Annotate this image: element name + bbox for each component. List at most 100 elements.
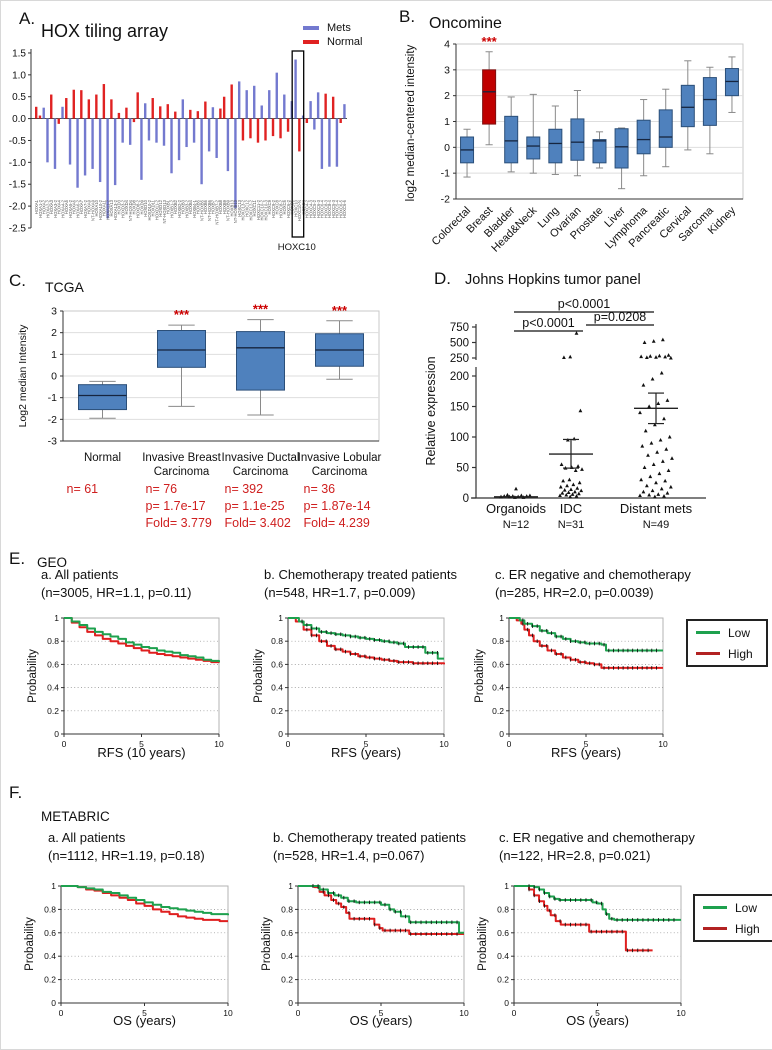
svg-text:0: 0 bbox=[444, 142, 450, 154]
svg-text:Organoids: Organoids bbox=[486, 501, 546, 516]
svg-text:HOXA3: HOXA3 bbox=[49, 199, 54, 214]
panel-b: B. Oncomine log2 median-centered intensi… bbox=[391, 1, 772, 269]
mets-legend-label: Mets bbox=[327, 22, 351, 34]
svg-text:10: 10 bbox=[214, 739, 224, 749]
svg-text:0.4: 0.4 bbox=[281, 951, 293, 961]
svg-text:0: 0 bbox=[51, 998, 56, 1008]
svg-text:HOXB13: HOXB13 bbox=[229, 199, 234, 216]
svg-text:0: 0 bbox=[499, 729, 504, 739]
svg-text:3: 3 bbox=[444, 64, 450, 76]
svg-text:-2: -2 bbox=[441, 194, 450, 206]
svg-text:HOXA9: HOXA9 bbox=[87, 199, 92, 214]
svg-text:***: *** bbox=[332, 303, 348, 318]
svg-text:N=12: N=12 bbox=[503, 519, 530, 531]
svg-text:Fold= 3.402: Fold= 3.402 bbox=[225, 516, 291, 530]
hox-tiling-array-chart: 1.51.00.50.0-0.5-1.0-1.5-2.0-2.5HOXA1HOX… bbox=[9, 48, 347, 253]
svg-text:5: 5 bbox=[379, 1008, 384, 1018]
svg-text:Invasive Ductal: Invasive Ductal bbox=[222, 452, 300, 464]
geo-legend: Low High bbox=[686, 619, 768, 667]
svg-text:Normal: Normal bbox=[84, 452, 121, 464]
svg-text:HOXC6-5: HOXC6-5 bbox=[338, 199, 343, 218]
svg-text:HOXC4-3: HOXC4-3 bbox=[308, 199, 313, 218]
svg-text:HOXC11-2: HOXC11-2 bbox=[256, 199, 261, 220]
svg-text:HOXB5: HOXB5 bbox=[196, 199, 201, 214]
svg-text:HOXA3-2: HOXA3-2 bbox=[53, 199, 58, 218]
svg-text:p<0.0001: p<0.0001 bbox=[522, 316, 575, 330]
svg-text:0: 0 bbox=[296, 1008, 301, 1018]
svg-text:0.2: 0.2 bbox=[271, 706, 283, 716]
high-legend-label: High bbox=[735, 921, 760, 936]
low-legend-swatch bbox=[696, 631, 720, 634]
svg-text:n= 392: n= 392 bbox=[225, 482, 264, 496]
svg-text:HOXD12: HOXD12 bbox=[158, 199, 163, 216]
svg-text:HOXA4-2: HOXA4-2 bbox=[60, 199, 65, 218]
svg-text:N=49: N=49 bbox=[643, 519, 670, 531]
svg-text:1: 1 bbox=[54, 613, 59, 623]
legend-row-normal: Normal bbox=[303, 36, 362, 48]
svg-text:HOXD11: HOXD11 bbox=[151, 199, 156, 216]
panel-e-heading: GEO bbox=[37, 555, 68, 570]
svg-text:HOXC6-4: HOXC6-4 bbox=[320, 199, 325, 218]
svg-text:HOXA10-2: HOXA10-2 bbox=[98, 199, 103, 220]
svg-text:0: 0 bbox=[59, 1008, 64, 1018]
svg-text:HOXB3-2: HOXB3-2 bbox=[184, 199, 189, 218]
svg-text:5: 5 bbox=[364, 739, 369, 749]
svg-text:HOXA2-2: HOXA2-2 bbox=[45, 199, 50, 218]
svg-text:HOXC10-3: HOXC10-3 bbox=[263, 199, 268, 220]
oncomine-boxplot: 43210-1-2Colorectal***BreastBladderHead&… bbox=[430, 34, 744, 255]
svg-text:n= 36: n= 36 bbox=[304, 482, 336, 496]
svg-text:10: 10 bbox=[658, 739, 668, 749]
svg-text:0.2: 0.2 bbox=[492, 706, 504, 716]
svg-text:10: 10 bbox=[223, 1008, 233, 1018]
svg-text:HOXB1-2: HOXB1-2 bbox=[169, 199, 174, 218]
svg-text:0.8: 0.8 bbox=[281, 904, 293, 914]
low-legend-label: Low bbox=[735, 900, 758, 915]
svg-text:0: 0 bbox=[507, 739, 512, 749]
tumor-panel-scatter: 0 50 100 150 200 250 500 750 Organoids N=12 IDC N=3… bbox=[450, 297, 706, 531]
svg-text:HOXC10-2: HOXC10-2 bbox=[260, 199, 265, 220]
svg-text:HOXA5: HOXA5 bbox=[64, 199, 69, 214]
svg-text:2: 2 bbox=[444, 90, 450, 102]
svg-text:4: 4 bbox=[444, 39, 450, 51]
svg-text:0.2: 0.2 bbox=[47, 706, 59, 716]
svg-text:HOXB3: HOXB3 bbox=[181, 199, 186, 214]
svg-text:0.6: 0.6 bbox=[281, 928, 293, 938]
svg-text:HOXA10: HOXA10 bbox=[94, 199, 99, 216]
svg-text:1: 1 bbox=[278, 613, 283, 623]
geo-a-xlabel: RFS (10 years) bbox=[97, 745, 186, 760]
svg-text:2: 2 bbox=[51, 327, 57, 339]
svg-text:Distant mets: Distant mets bbox=[620, 501, 693, 516]
svg-text:3: 3 bbox=[51, 306, 57, 318]
svg-text:p= 1.87e-14: p= 1.87e-14 bbox=[304, 499, 371, 513]
svg-text:0.2: 0.2 bbox=[497, 975, 509, 985]
svg-text:10: 10 bbox=[439, 739, 449, 749]
panel-e-letter: E. bbox=[9, 549, 26, 568]
panel-a-letter: A. bbox=[19, 9, 36, 28]
svg-text:10: 10 bbox=[676, 1008, 686, 1018]
tcga-boxplot: 3 2 1 0 -1 -2 -3 Normal n= 61 *** Invasive Breast C… bbox=[48, 302, 382, 530]
svg-text:5: 5 bbox=[595, 1008, 600, 1018]
svg-text:0.8: 0.8 bbox=[44, 904, 56, 914]
svg-text:0.8: 0.8 bbox=[47, 636, 59, 646]
svg-text:NT-HOXD13: NT-HOXD13 bbox=[162, 199, 167, 223]
svg-text:HOXC4-2: HOXC4-2 bbox=[305, 199, 310, 218]
svg-text:200: 200 bbox=[450, 371, 469, 383]
svg-text:***: *** bbox=[253, 302, 269, 317]
geo-a-title: a. All patients (n=3005, HR=1.1, p=0.11) bbox=[41, 567, 192, 600]
metabric-c-title: c. ER negative and chemotherapy (n=122, H… bbox=[499, 830, 695, 863]
svg-text:HOXC13: HOXC13 bbox=[237, 199, 242, 216]
svg-text:HOXC11: HOXC11 bbox=[252, 199, 257, 216]
svg-text:0: 0 bbox=[463, 493, 469, 505]
svg-text:-1.0: -1.0 bbox=[9, 158, 27, 169]
svg-text:HOXC12: HOXC12 bbox=[245, 199, 250, 216]
high-legend-swatch bbox=[703, 927, 727, 930]
svg-text:HOXB2: HOXB2 bbox=[173, 199, 178, 214]
panel-d-title: Johns Hopkins tumor panel bbox=[465, 272, 641, 288]
svg-text:50: 50 bbox=[456, 463, 469, 475]
svg-text:0.8: 0.8 bbox=[492, 636, 504, 646]
svg-text:HOXC6-3: HOXC6-3 bbox=[316, 199, 321, 218]
svg-text:p= 1.1e-25: p= 1.1e-25 bbox=[225, 499, 285, 513]
panel-f: F. METABRIC a. All patients (n=1112, HR=1… bbox=[1, 779, 772, 1049]
svg-text:0.4: 0.4 bbox=[497, 951, 509, 961]
